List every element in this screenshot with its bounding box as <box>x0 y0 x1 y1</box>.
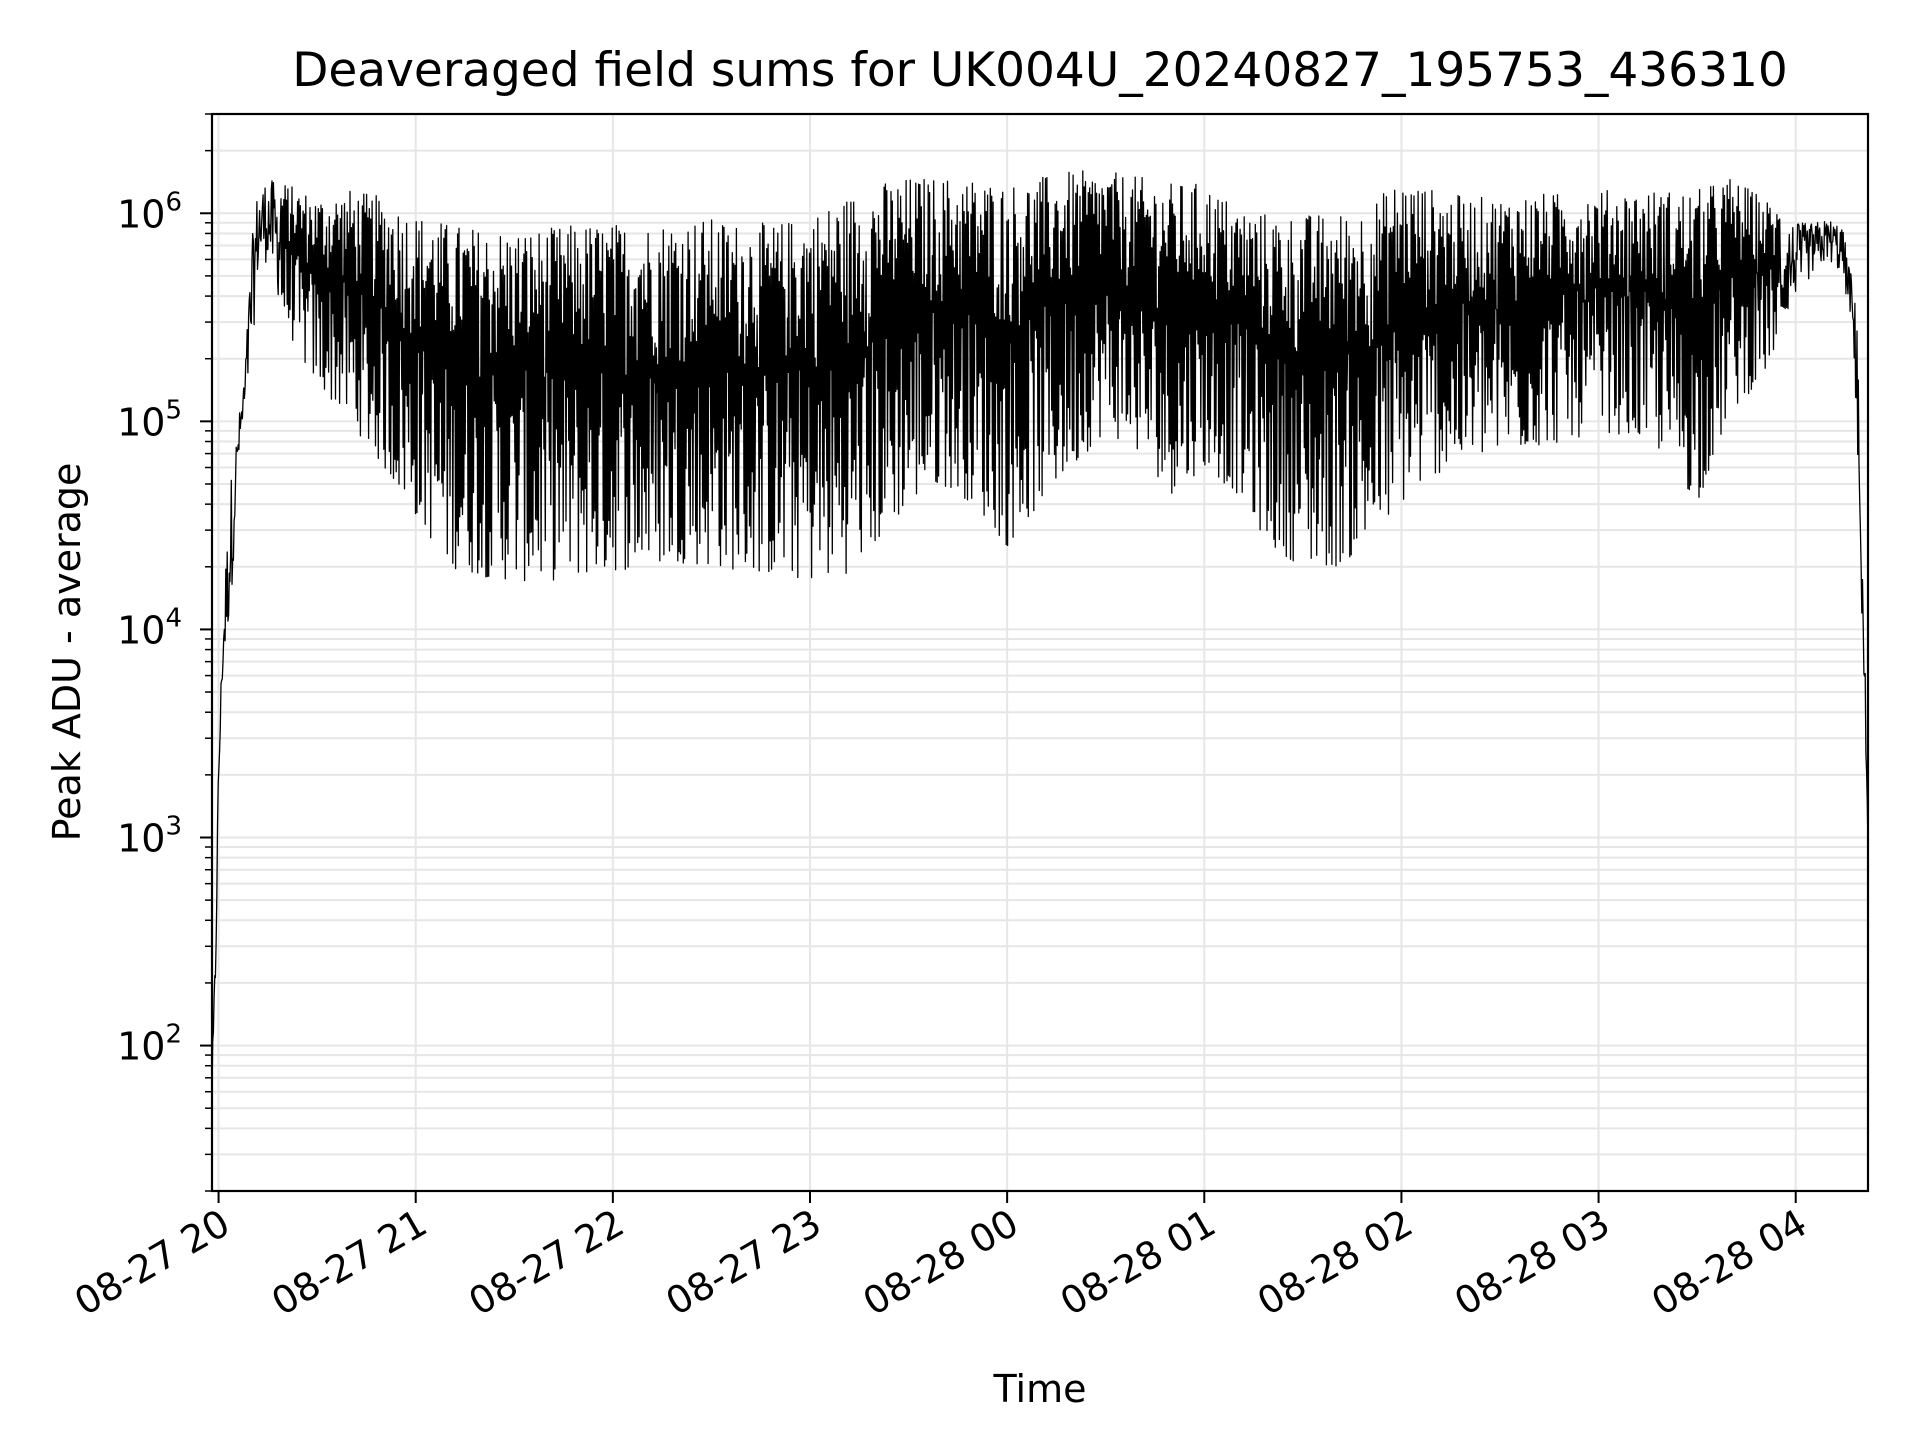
chart-title: Deaveraged field sums for UK004U_2024082… <box>292 43 1788 98</box>
y-tick-label: 106 <box>117 187 182 236</box>
y-axis: 102 103 104 105 106 <box>117 113 212 1192</box>
plot-frame <box>210 112 1870 1193</box>
y-tick-label: 104 <box>117 603 182 652</box>
y-tick-label: 102 <box>117 1020 182 1069</box>
y-axis-label: Peak ADU - average <box>45 463 89 842</box>
x-axis-label: Time <box>993 1367 1087 1411</box>
series-line <box>211 170 1869 1096</box>
y-tick-label: 105 <box>117 395 182 444</box>
y-tick-label: 103 <box>117 811 182 860</box>
grid <box>212 113 1868 1192</box>
data-series <box>211 170 1869 1096</box>
